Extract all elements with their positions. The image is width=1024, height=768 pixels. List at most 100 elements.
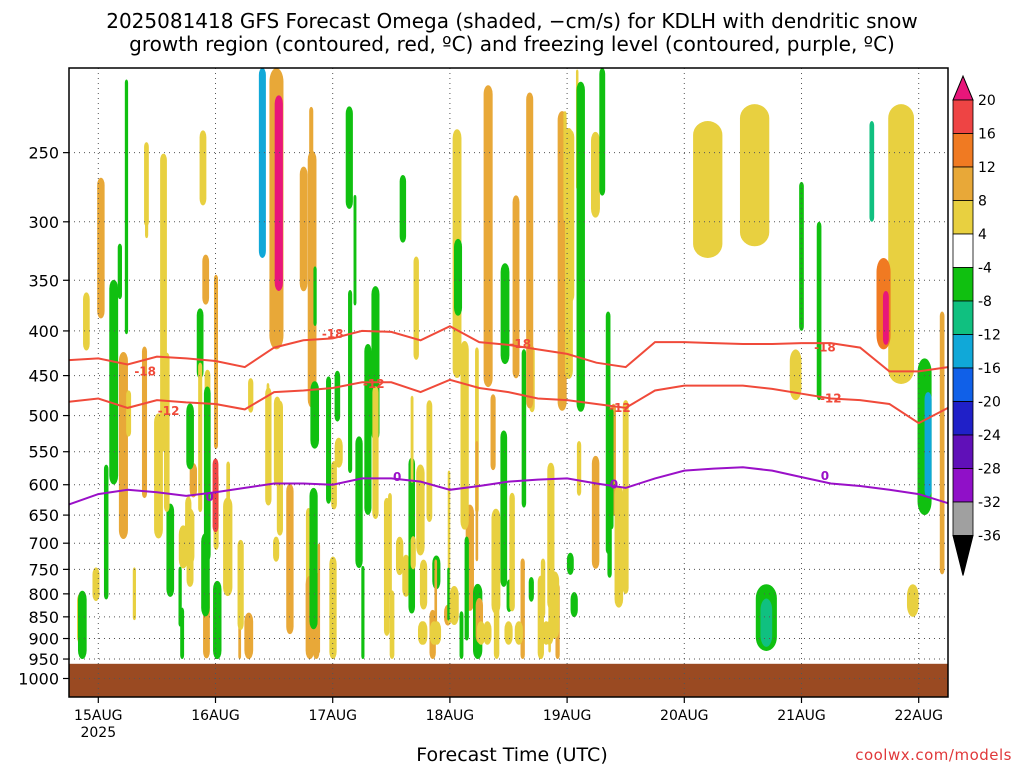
- omega-shade-cell: [512, 195, 520, 379]
- omega-shade-cell: [426, 400, 433, 522]
- contour-label: -12: [820, 391, 842, 405]
- omega-shade-cell: [355, 436, 363, 569]
- x-tick-label: 16AUG: [191, 708, 240, 724]
- omega-shade-cell: [939, 311, 945, 575]
- x-tick-label: 21AUG: [777, 708, 826, 724]
- omega-shade-cell: [570, 592, 578, 618]
- colorbar-swatch: [952, 501, 974, 536]
- omega-shade-cell: [622, 400, 629, 594]
- omega-shade-cell: [395, 536, 404, 576]
- omega-shade-cell: [196, 308, 204, 379]
- omega-shade-cell: [500, 430, 508, 587]
- omega-shade-cell: [286, 483, 294, 635]
- x-tick-label: 18AUG: [426, 708, 475, 724]
- colorbar-level-label: -36: [978, 529, 1001, 545]
- omega-shade-cell: [223, 497, 233, 597]
- omega-shade-cell: [429, 621, 439, 645]
- omega-shade-cell: [526, 92, 534, 409]
- omega-shade-cell: [460, 341, 469, 530]
- omega-shade-cell: [309, 106, 314, 230]
- contour-label: -18: [322, 327, 344, 341]
- x-tick-label: 19AUG: [543, 708, 592, 724]
- omega-shade-cell: [310, 381, 320, 449]
- omega-shade-cell: [361, 565, 365, 660]
- omega-shade-cell: [449, 585, 459, 626]
- omega-shade-cell: [564, 128, 573, 379]
- colorbar-level-label: -12: [978, 328, 1001, 344]
- contour-layer: -18 -18 -18 -18 -12 -12 -12 -12 0 0 0 0: [68, 325, 949, 506]
- contour-line: [68, 378, 949, 425]
- omega-shade-cell: [760, 598, 773, 647]
- colorbar-swatch: [952, 99, 974, 134]
- colorbar-level-label: -20: [978, 395, 1001, 411]
- omega-shade-cell: [383, 497, 390, 636]
- omega-shade-cell: [141, 346, 148, 499]
- omega-shade-cell: [334, 370, 341, 422]
- colorbar-swatch: [952, 267, 974, 302]
- omega-shade-cell: [364, 344, 372, 515]
- contour-label: -12: [158, 404, 180, 418]
- y-tick-label: 750: [28, 560, 59, 579]
- omega-shade-cell: [353, 194, 357, 306]
- omega-shade-cell: [97, 177, 105, 319]
- omega-shade-cell: [276, 400, 283, 536]
- omega-shade-cell: [614, 485, 624, 608]
- omega-shade-cell: [186, 403, 194, 470]
- omega-shade-cell: [514, 621, 523, 645]
- y-tick-label: 850: [28, 608, 59, 627]
- omega-shade-cell: [189, 463, 198, 498]
- colorbar-level-label: -24: [978, 428, 1001, 444]
- omega-shade-cell: [799, 181, 804, 331]
- y-tick-label: 900: [28, 630, 59, 649]
- omega-shade-cell: [416, 464, 425, 556]
- y-tick-label: 1000: [18, 669, 59, 688]
- omega-shade-cell: [521, 349, 527, 508]
- contour-label: -12: [609, 401, 631, 415]
- colorbar-layer: 20 16 12 8 4 -4 -8 -12 -16 -20 -24 -28 -32 -36: [952, 74, 1001, 576]
- omega-shade-cell: [266, 382, 270, 439]
- colorbar-level-label: 4: [978, 227, 987, 243]
- omega-shading-layer: [77, 68, 945, 660]
- y-tick-label: 450: [28, 367, 59, 386]
- omega-shade-cell: [605, 311, 611, 554]
- omega-shade-cell: [77, 590, 87, 660]
- y-tick-label: 800: [28, 585, 59, 604]
- omega-shade-cell: [408, 457, 416, 614]
- omega-shade-cell: [166, 503, 175, 597]
- x-tick-label: 22AUG: [894, 708, 943, 724]
- omega-shade-cell: [419, 559, 428, 610]
- omega-shade-cell: [459, 611, 464, 660]
- omega-shade-cell: [92, 567, 100, 602]
- colorbar-swatch: [952, 468, 974, 503]
- omega-shade-cell: [906, 584, 919, 617]
- omega-shade-cell: [199, 130, 207, 206]
- omega-shade-cell: [126, 390, 132, 437]
- credit-link[interactable]: coolwx.com/models: [855, 746, 1012, 764]
- omega-shade-cell: [490, 394, 496, 471]
- contour-label: 0: [610, 478, 618, 492]
- omega-shade-cell: [537, 575, 544, 660]
- omega-shade-cell: [103, 464, 109, 600]
- omega-shade-cell: [869, 121, 875, 222]
- y-tick-label: 600: [28, 476, 59, 495]
- omega-shade-cell: [483, 85, 493, 388]
- omega-shade-cell: [154, 413, 163, 539]
- omega-shade-cell: [447, 567, 450, 621]
- omega-shade-cell: [591, 455, 600, 569]
- y-tick-label: 700: [28, 534, 59, 553]
- chart-title-line-2: growth region (contoured, red, ºC) and f…: [129, 32, 895, 56]
- colorbar-swatch: [952, 166, 974, 201]
- y-tick-label: 950: [28, 650, 59, 669]
- omega-shade-cell: [545, 621, 554, 645]
- contour-label: 0: [205, 490, 213, 504]
- omega-shade-cell: [410, 395, 414, 483]
- y-tick-label: 300: [28, 213, 59, 232]
- omega-shade-cell: [117, 243, 123, 300]
- omega-shade-cell: [520, 558, 525, 660]
- colorbar-level-label: -8: [978, 294, 992, 310]
- colorbar-swatch: [952, 200, 974, 235]
- omega-shade-cell: [413, 256, 419, 360]
- omega-shade-cell: [203, 386, 211, 562]
